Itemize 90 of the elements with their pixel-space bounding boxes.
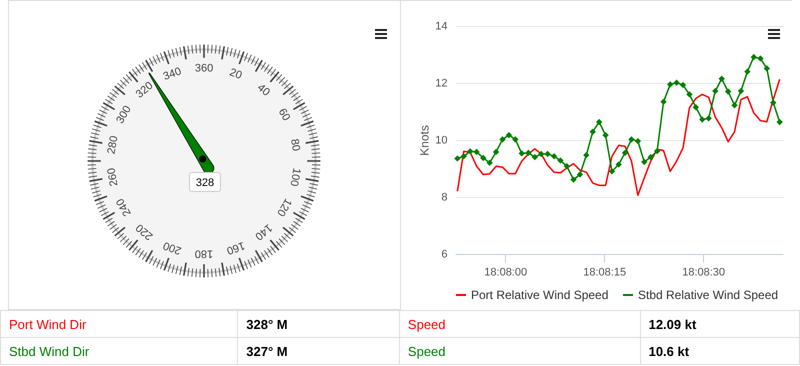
text: Stbd Wind Dir — [0, 338, 238, 364]
text: 12.09 kt — [640, 310, 800, 338]
point — [576, 171, 584, 178]
point — [673, 80, 680, 86]
point — [602, 132, 609, 138]
text: 260 — [106, 166, 121, 188]
point — [473, 148, 480, 156]
text: 20 — [228, 66, 244, 82]
text: 300 — [114, 104, 134, 126]
text: 328° M — [238, 310, 400, 338]
text: 160 — [224, 239, 246, 257]
point — [499, 136, 506, 143]
point — [692, 104, 699, 110]
point — [706, 115, 712, 122]
point — [615, 161, 622, 168]
point — [538, 150, 544, 158]
x-tick-label: 18:08:00 — [484, 266, 528, 278]
point — [686, 91, 693, 98]
point — [518, 150, 525, 157]
text: 200 — [162, 239, 184, 257]
point — [480, 154, 486, 162]
point — [622, 150, 628, 156]
point — [738, 88, 744, 94]
point — [532, 154, 538, 160]
y-axis-title: Knots — [417, 125, 432, 156]
point — [634, 138, 642, 144]
text: Port Wind Dir — [0, 310, 238, 338]
legend-label: Port Relative Wind Speed — [471, 288, 608, 302]
point — [776, 118, 783, 126]
point — [764, 65, 770, 72]
text: 10.6 kt — [640, 338, 800, 364]
text: 40 — [254, 82, 272, 99]
point — [570, 176, 577, 183]
point — [512, 136, 518, 143]
point — [641, 158, 648, 166]
point — [608, 168, 616, 175]
point — [550, 153, 558, 160]
point — [660, 98, 667, 105]
point — [628, 136, 635, 143]
point — [525, 150, 532, 156]
y-tick-label: 14 — [435, 20, 448, 32]
point — [492, 148, 500, 156]
point — [667, 81, 674, 88]
text: 340 — [162, 65, 184, 83]
text: 327° M — [238, 338, 400, 364]
text: 100 — [287, 166, 302, 188]
point — [467, 148, 474, 155]
point — [583, 152, 590, 158]
point — [648, 154, 654, 160]
point — [544, 150, 551, 158]
x-tick-label: 18:08:15 — [583, 266, 626, 278]
y-tick-label: 10 — [435, 134, 448, 146]
point — [506, 132, 512, 138]
text: 80 — [288, 138, 302, 152]
data-label: 328 — [189, 172, 221, 192]
x-tick-label: 18:08:30 — [682, 266, 726, 278]
point — [654, 148, 660, 154]
text: 320 — [134, 80, 156, 101]
text: 140 — [252, 221, 274, 242]
point — [744, 68, 751, 75]
point — [486, 160, 493, 166]
text: 120 — [274, 196, 294, 218]
text: 180 — [194, 247, 214, 260]
point — [680, 82, 686, 88]
y-tick-label: 12 — [435, 78, 448, 90]
point — [460, 153, 467, 160]
text: 360 — [194, 62, 214, 75]
text: 60 — [276, 106, 292, 124]
point — [712, 88, 718, 94]
point — [590, 128, 596, 135]
point — [718, 76, 725, 82]
point — [757, 55, 764, 62]
point — [770, 100, 776, 106]
point — [731, 102, 738, 108]
legend-label: Stbd Relative Wind Speed — [638, 288, 778, 302]
text: 220 — [134, 221, 156, 242]
point — [724, 88, 732, 95]
y-tick-label: 8 — [441, 192, 448, 204]
point — [699, 116, 706, 123]
y-tick-label: 6 — [441, 248, 448, 260]
point — [564, 163, 570, 170]
text: Speed — [399, 338, 640, 364]
text: 280 — [106, 134, 121, 156]
point — [454, 155, 461, 162]
text: 240 — [114, 196, 134, 218]
text: Speed — [399, 310, 640, 338]
point — [557, 157, 564, 164]
point — [750, 54, 757, 60]
line-series — [456, 78, 780, 196]
point — [596, 118, 602, 126]
